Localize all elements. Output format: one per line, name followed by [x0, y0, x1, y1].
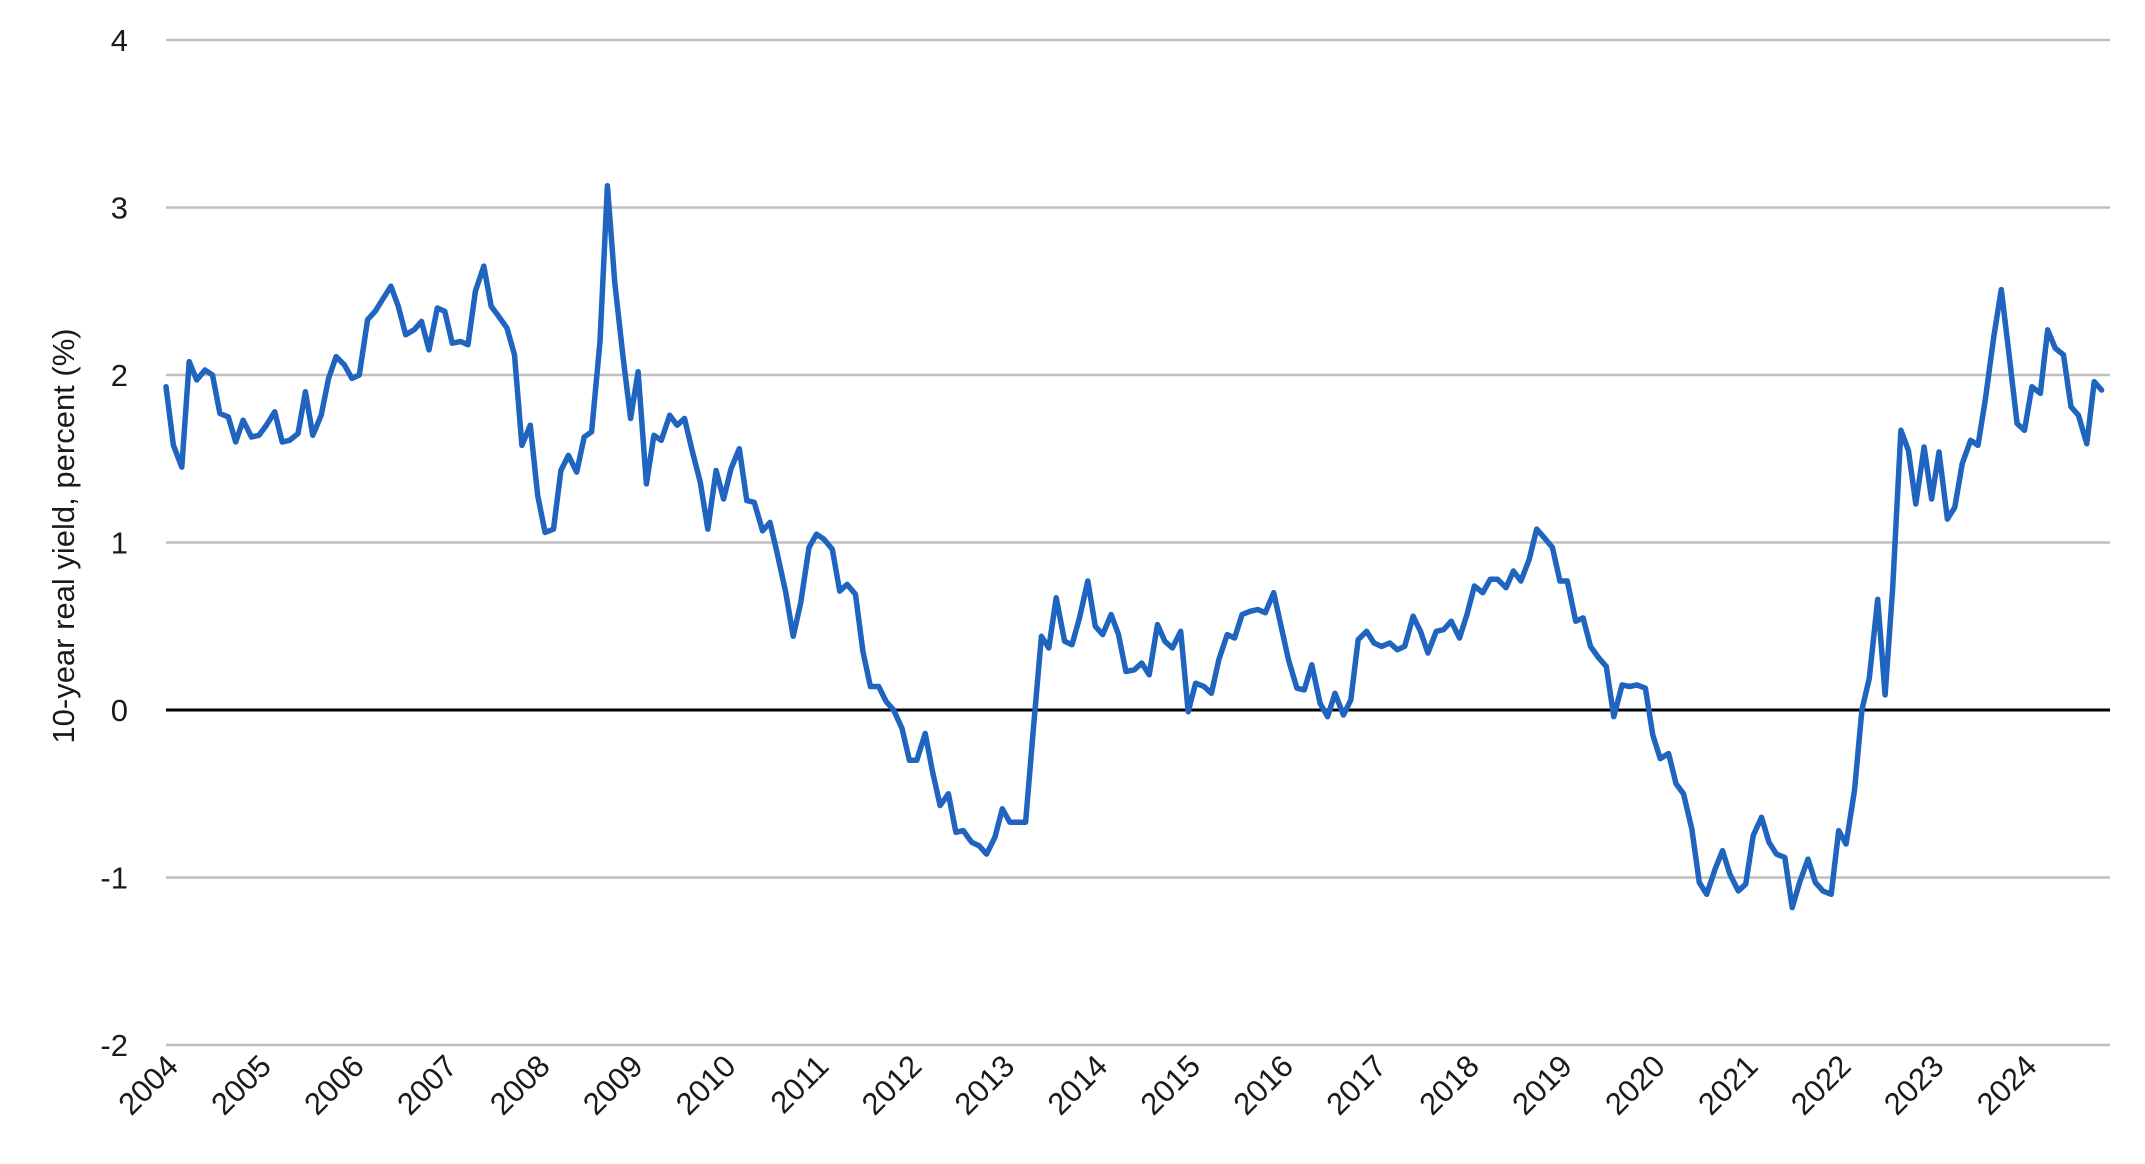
x-tick-label: 2015: [1134, 1048, 1208, 1122]
x-tick-label: 2024: [1970, 1048, 2044, 1122]
x-tick-label: 2017: [1319, 1048, 1393, 1122]
x-tick-label: 2010: [669, 1048, 743, 1122]
x-tick-label: 2019: [1505, 1048, 1579, 1122]
x-tick-label: 2008: [483, 1048, 557, 1122]
y-tick-label: 2: [111, 358, 128, 393]
x-tick-label: 2013: [948, 1048, 1022, 1122]
x-tick-label: 2020: [1598, 1048, 1672, 1122]
x-tick-label: 2005: [204, 1048, 278, 1122]
x-tick-label: 2014: [1041, 1048, 1115, 1122]
y-axis-tick-labels: 4 3 2 1 0 -1 -2: [100, 23, 128, 1063]
series-line: [163, 182, 2105, 911]
y-axis-title: 10-year real yield, percent (%): [46, 328, 81, 743]
series-layer: [163, 182, 2105, 911]
x-tick-label: 2006: [297, 1048, 371, 1122]
y-tick-label: -2: [100, 1028, 128, 1063]
gridlines: [166, 38, 2110, 1047]
x-tick-label: 2016: [1227, 1048, 1301, 1122]
y-tick-label: 3: [111, 191, 128, 226]
y-tick-label: 1: [111, 526, 128, 561]
x-axis-tick-labels: 2004 2005 2006 2007 2008 2009 2010 2011 2012 2013…: [111, 1048, 2043, 1122]
x-tick-label: 2009: [576, 1048, 650, 1122]
x-tick-label: 2012: [855, 1048, 929, 1122]
x-tick-label: 2007: [390, 1048, 464, 1122]
y-tick-label: 0: [111, 693, 128, 728]
x-tick-label: 2022: [1784, 1048, 1858, 1122]
x-tick-label: 2021: [1691, 1048, 1765, 1122]
x-tick-label: 2023: [1877, 1048, 1951, 1122]
x-tick-label: 2018: [1412, 1048, 1486, 1122]
x-tick-label: 2011: [764, 1048, 836, 1120]
y-tick-label: -1: [100, 861, 128, 896]
y-tick-label: 4: [111, 23, 128, 58]
